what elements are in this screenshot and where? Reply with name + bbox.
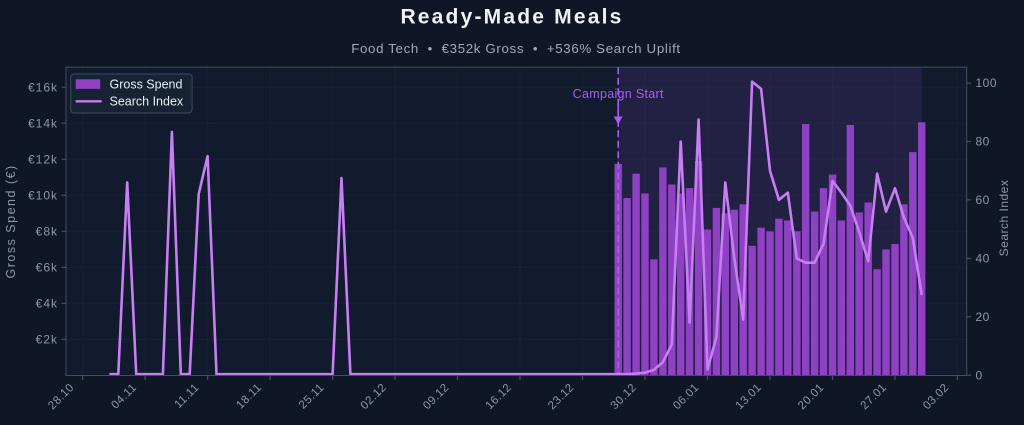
svg-text:€6k: €6k: [36, 261, 58, 275]
svg-text:60: 60: [976, 193, 990, 207]
svg-text:€14k: €14k: [28, 116, 58, 130]
svg-text:20: 20: [976, 310, 990, 324]
svg-text:Search Index: Search Index: [110, 95, 184, 109]
svg-text:80: 80: [976, 135, 990, 149]
svg-text:Food Tech • €352k Gross •: Food Tech • €352k Gross • +536% Search U…: [351, 41, 681, 56]
svg-text:€4k: €4k: [36, 297, 58, 311]
svg-text:Gross Spend (€): Gross Spend (€): [4, 164, 18, 278]
svg-text:40: 40: [976, 252, 990, 266]
svg-text:€10k: €10k: [28, 188, 58, 202]
svg-text:Campaign Start: Campaign Start: [573, 87, 664, 101]
svg-text:Gross Spend: Gross Spend: [110, 77, 183, 91]
svg-text:€12k: €12k: [28, 152, 58, 166]
svg-text:Ready-Made Meals: Ready-Made Meals: [400, 6, 623, 29]
svg-text:€8k: €8k: [36, 224, 58, 238]
svg-text:€2k: €2k: [36, 333, 58, 347]
svg-text:Search Index: Search Index: [997, 180, 1011, 257]
svg-text:€16k: €16k: [28, 80, 58, 94]
svg-text:100: 100: [976, 76, 998, 90]
svg-text:0: 0: [976, 368, 983, 382]
